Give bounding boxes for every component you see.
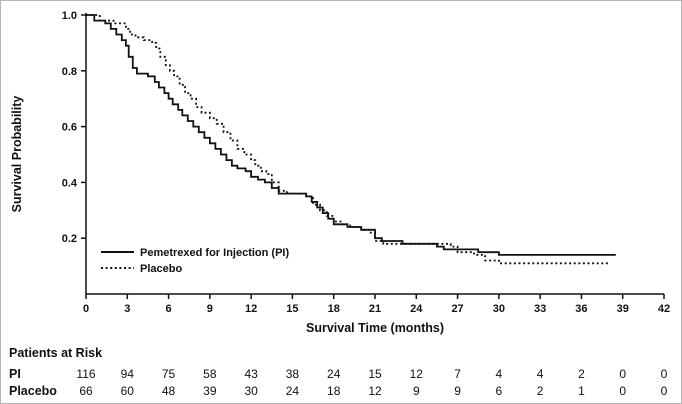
x-tick-label: 3 xyxy=(124,303,130,315)
risk-count: 66 xyxy=(79,384,93,398)
risk-count: 15 xyxy=(368,367,382,381)
risk-table-title: Patients at Risk xyxy=(9,346,103,360)
risk-count: 2 xyxy=(578,367,585,381)
x-tick-label: 36 xyxy=(575,303,587,315)
x-tick-label: 21 xyxy=(369,303,381,315)
x-tick-label: 18 xyxy=(328,303,340,315)
risk-count: 48 xyxy=(161,384,176,398)
risk-count: 0 xyxy=(660,384,668,398)
y-tick-label: 0.4 xyxy=(62,177,78,189)
risk-count: 12 xyxy=(409,367,423,381)
survival-curve-pi xyxy=(86,14,616,256)
risk-count: 12 xyxy=(368,384,382,398)
y-tick-label: 0.8 xyxy=(62,66,77,78)
x-tick-label: 27 xyxy=(451,303,463,315)
x-tick-label: 9 xyxy=(207,303,213,315)
risk-count: 38 xyxy=(285,367,300,381)
x-tick-label: 6 xyxy=(166,303,172,315)
risk-count: 1 xyxy=(578,384,585,398)
risk-count: 75 xyxy=(161,367,176,381)
risk-count: 9 xyxy=(454,384,461,398)
risk-count: 9 xyxy=(412,384,420,398)
survival-curves xyxy=(86,14,616,265)
risk-count: 18 xyxy=(327,384,341,398)
risk-count: 39 xyxy=(203,384,217,398)
risk-count: 116 xyxy=(76,367,96,381)
x-tick-label: 0 xyxy=(83,303,89,315)
y-tick-label: 0.2 xyxy=(62,233,77,245)
risk-count: 0 xyxy=(619,384,627,398)
risk-count: 58 xyxy=(203,367,217,381)
survival-chart: Survival Probability Survival Time (mont… xyxy=(10,10,670,335)
risk-count: 4 xyxy=(536,367,544,381)
risk-count: 24 xyxy=(327,367,341,381)
risk-count: 60 xyxy=(120,384,134,398)
axes: 0 3 6 9 12 15 18 21 24 27 30 33 36 39 420.20.40.60.81.… xyxy=(62,10,670,315)
x-tick-label: 42 xyxy=(658,303,670,315)
legend-label-placebo: Placebo xyxy=(140,263,182,275)
y-axis-label: Survival Probability xyxy=(10,96,24,213)
risk-row-pi: PI 116 94 75 58 43 38 24 15 12 7 4 4 2 0 0 xyxy=(1,367,681,381)
risk-count: 43 xyxy=(244,367,258,381)
risk-count: 24 xyxy=(285,384,300,398)
x-tick-label: 24 xyxy=(410,303,423,315)
risk-count: 4 xyxy=(495,367,503,381)
y-tick-label: 1.0 xyxy=(62,10,77,22)
risk-row-placebo: Placebo 66 60 48 39 30 24 18 12 9 9 6 2 1 0 0 xyxy=(1,384,681,398)
x-tick-label: 15 xyxy=(286,303,298,315)
y-tick-label: 0.6 xyxy=(62,122,77,134)
risk-count: 6 xyxy=(495,384,503,398)
legend-label-pi: Pemetrexed for Injection (PI) xyxy=(140,247,289,259)
risk-count: 2 xyxy=(536,384,544,398)
x-axis-label: Survival Time (months) xyxy=(306,321,444,335)
x-tick-label: 39 xyxy=(617,303,629,315)
risk-count: 0 xyxy=(660,367,668,381)
risk-row-label-placebo: Placebo xyxy=(9,384,57,398)
x-tick-label: 33 xyxy=(534,303,546,315)
risk-count: 94 xyxy=(120,367,134,381)
risk-count: 30 xyxy=(244,384,258,398)
x-tick-label: 30 xyxy=(493,303,505,315)
risk-count: 0 xyxy=(619,367,627,381)
legend: Pemetrexed for Injection (PI) Placebo xyxy=(101,247,289,275)
risk-count: 7 xyxy=(454,367,461,381)
risk-row-label-pi: PI xyxy=(9,367,21,381)
x-tick-label: 12 xyxy=(245,303,257,315)
